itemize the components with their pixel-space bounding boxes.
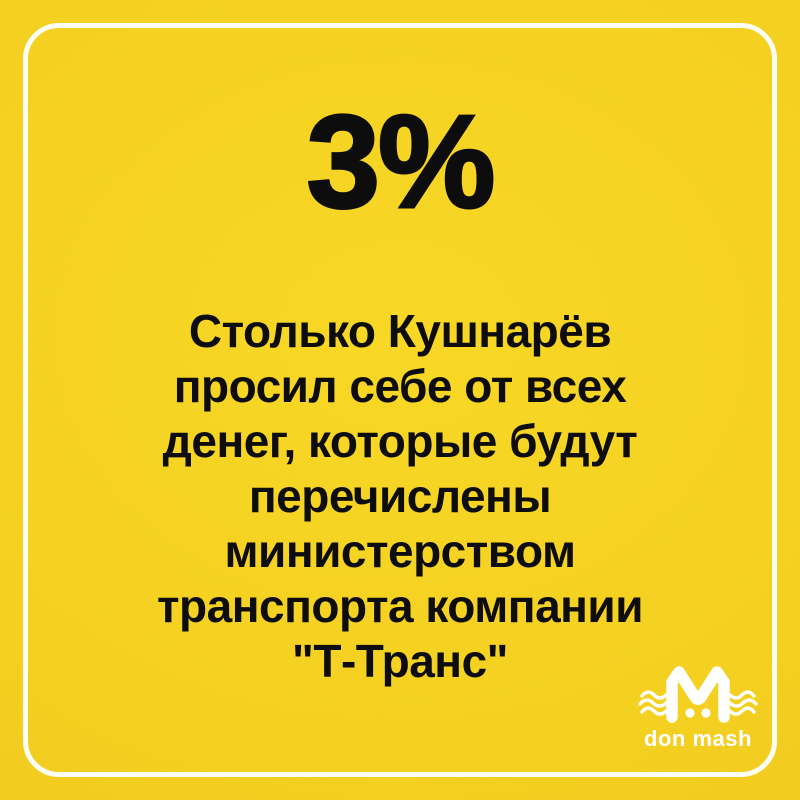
body-line: Столько Кушнарёв — [188, 305, 612, 357]
body-line: просил себе от всех — [173, 360, 627, 412]
headline-percentage: 3% — [305, 88, 497, 235]
body-line: перечислены — [248, 470, 552, 522]
don-mash-logo: don mash — [636, 665, 760, 752]
logo-wordmark: don mash — [644, 726, 752, 751]
body-line: денег, которые будут — [162, 415, 638, 467]
cat-m-icon — [638, 666, 758, 723]
body-line: министерством — [224, 525, 576, 577]
body-line: "Т-Транс" — [292, 635, 508, 687]
body-text: Столько Кушнарёв просил себе от всех ден… — [40, 304, 760, 689]
body-line: транспорта компании — [157, 580, 644, 632]
